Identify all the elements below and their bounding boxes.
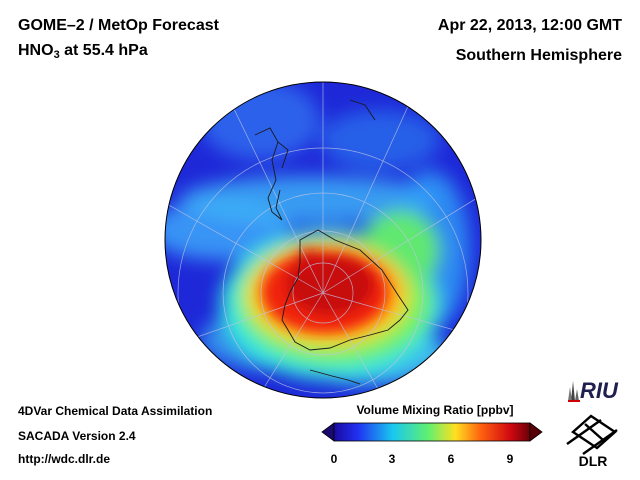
dlr-logo: DLR [566, 414, 618, 469]
colorbar-min-arrow [321, 422, 335, 442]
colorbar-max-arrow [529, 422, 543, 442]
graticule [165, 82, 481, 398]
version-label: SACADA Version 2.4 [18, 429, 136, 443]
colorbar-tick: 6 [447, 452, 455, 466]
forecast-datetime: Apr 22, 2013, 12:00 GMT [437, 17, 622, 34]
map-title: GOME–2 / MetOp Forecast [18, 17, 219, 34]
colorbar-tick: 3 [388, 452, 396, 466]
concentration-field [165, 82, 481, 398]
dlr-emblem-icon [566, 414, 618, 455]
southern-hemisphere-globe [164, 81, 482, 399]
colorbar-tick: 0 [330, 452, 338, 466]
website-link[interactable]: http://wdc.dlr.de [18, 452, 110, 466]
species-name: HNO [18, 42, 54, 59]
colorbar-title: Volume Mixing Ratio [ppbv] [356, 403, 514, 417]
coastlines [254, 99, 409, 385]
hemisphere-label: Southern Hemisphere [455, 47, 622, 64]
system-description: 4DVar Chemical Data Assimilation [18, 404, 213, 418]
species-level-label: HNO3 at 55.4 hPa [18, 42, 148, 61]
colorbar [321, 422, 543, 442]
riu-logo-text: RIU [580, 378, 619, 403]
riu-logo: RIU [568, 378, 619, 403]
colorbar-tick: 9 [506, 452, 514, 466]
dlr-logo-text: DLR [579, 453, 608, 469]
pressure-level: at 55.4 hPa [59, 42, 148, 59]
species-subscript: 3 [53, 49, 60, 61]
